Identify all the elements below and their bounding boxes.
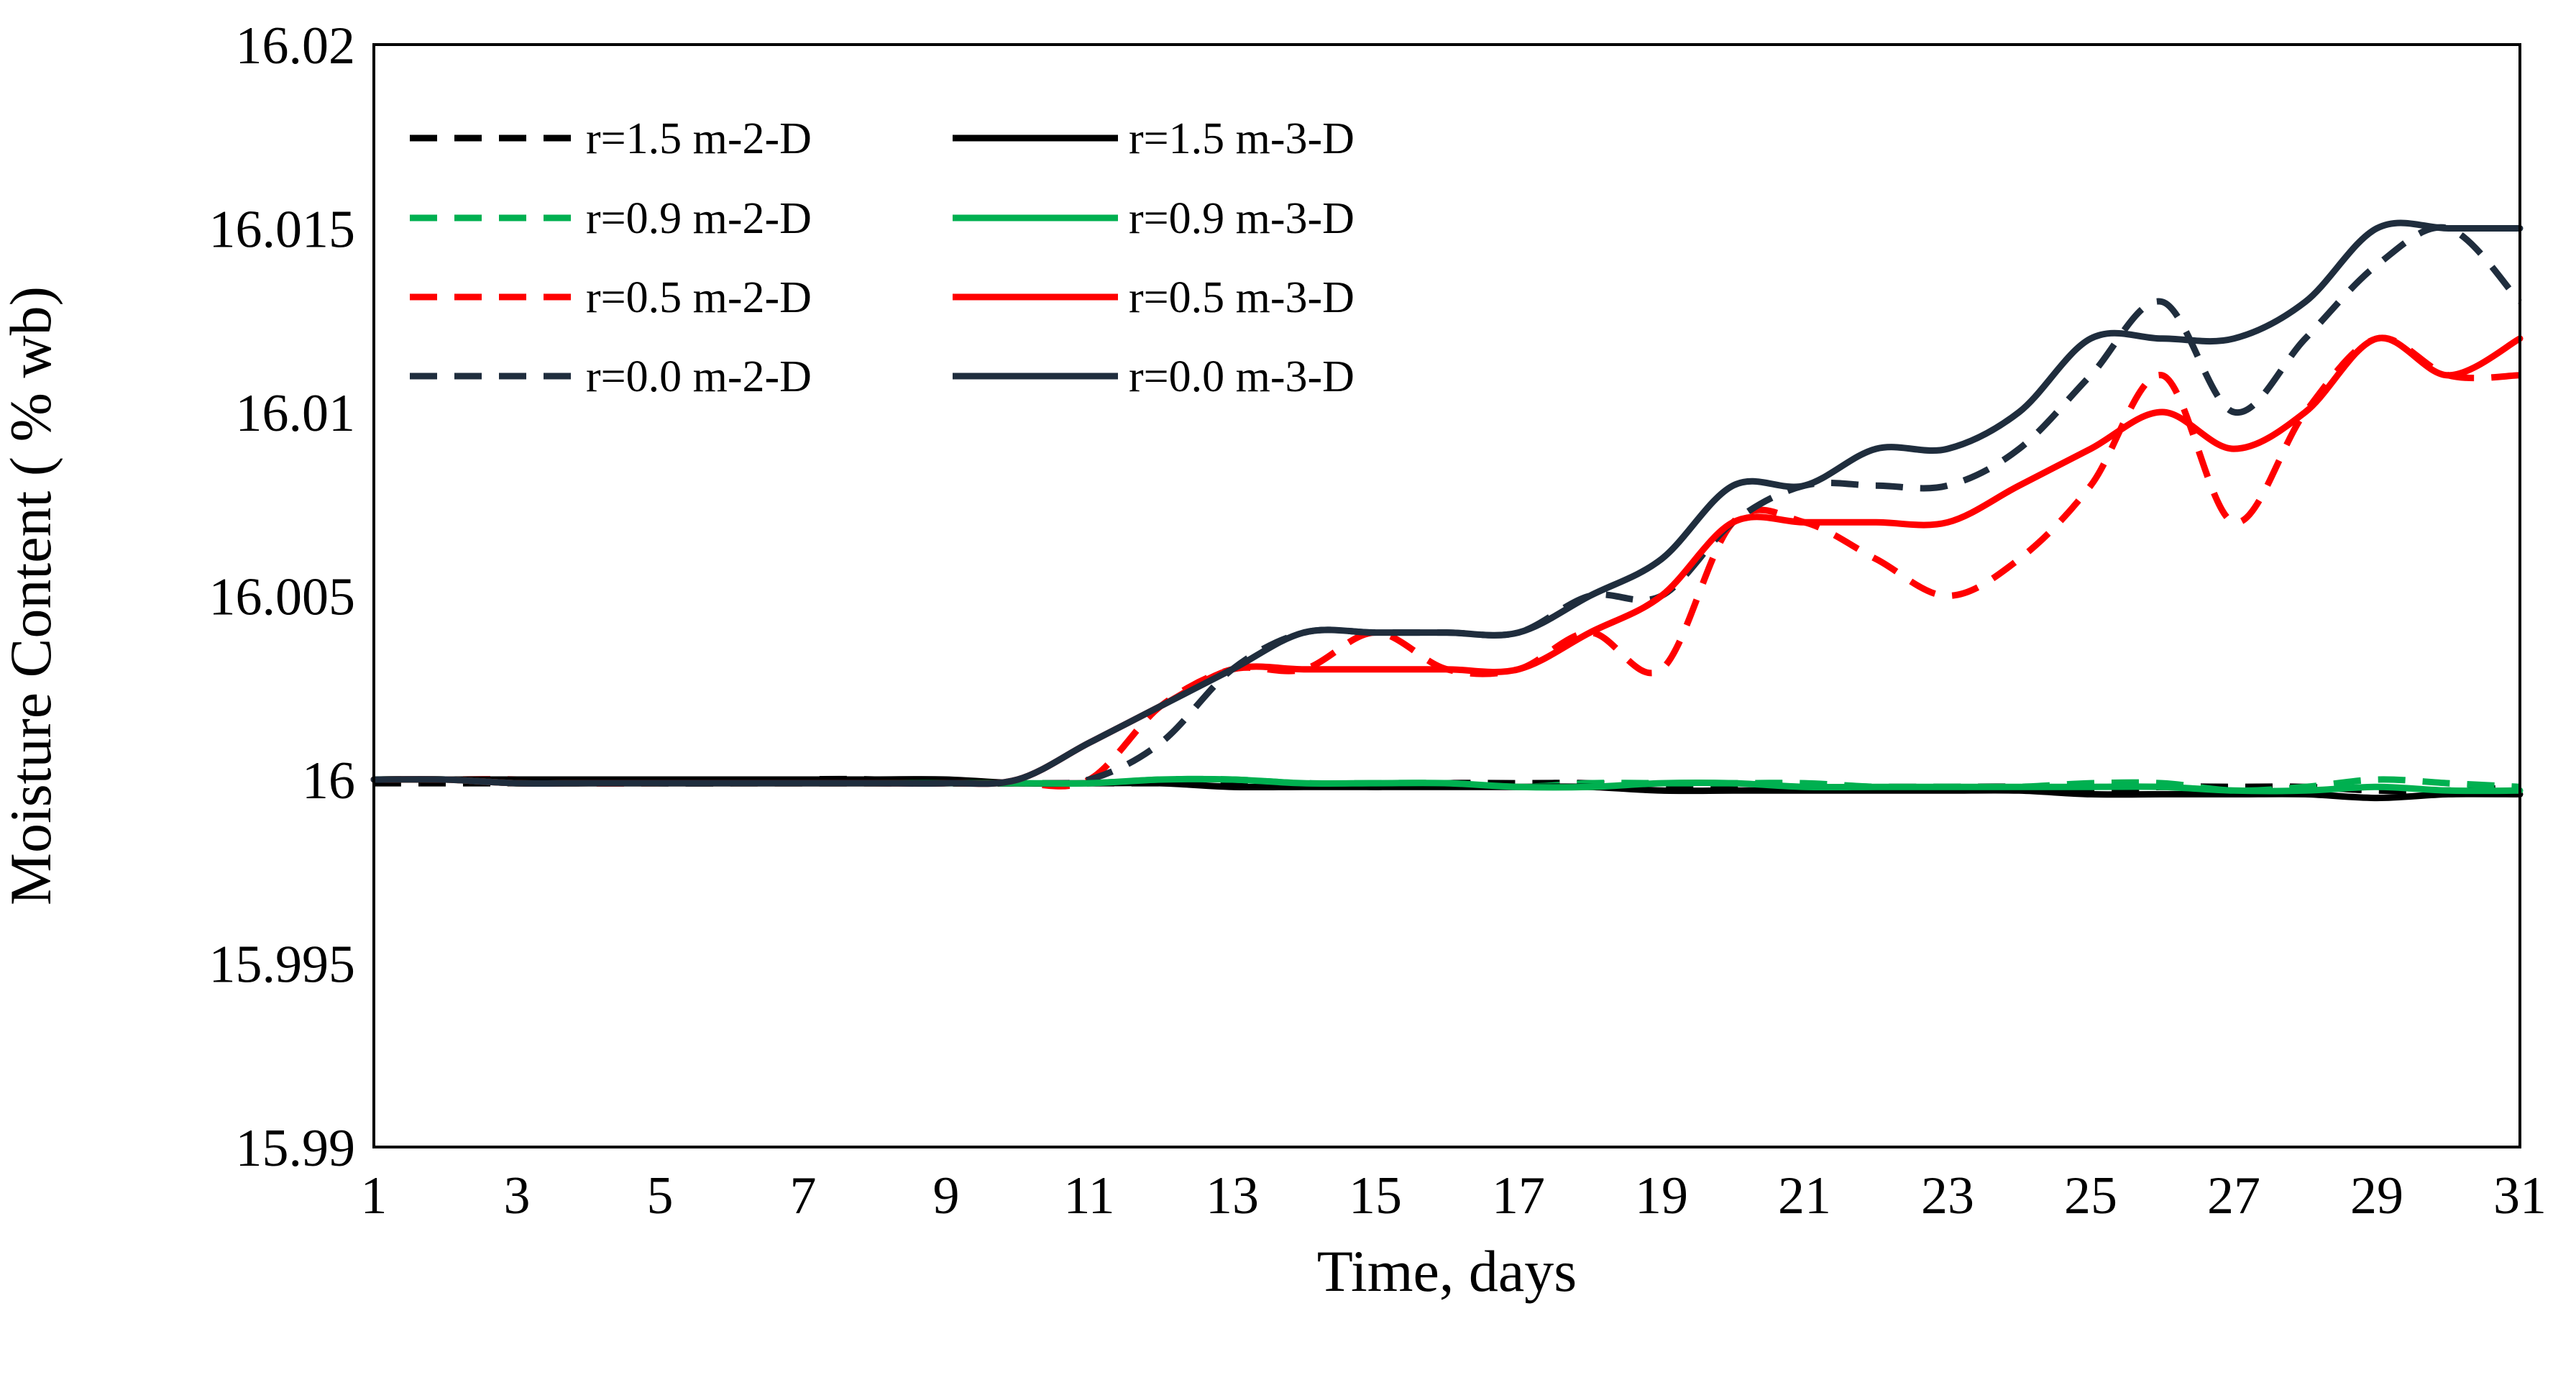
y-axis-title: Moisture Content ( % wb) — [0, 286, 63, 905]
x-tick-label: 9 — [933, 1166, 960, 1225]
x-axis-title: Time, days — [1317, 1238, 1577, 1304]
y-tick-label: 16.015 — [209, 201, 356, 260]
y-tick-label: 16.02 — [236, 17, 356, 76]
legend-label: r=1.5 m-2-D — [586, 114, 812, 163]
legend-label: r=0.9 m-2-D — [586, 194, 812, 243]
x-tick-label: 5 — [647, 1166, 674, 1225]
x-tick-label: 1 — [361, 1166, 388, 1225]
x-tick-label: 21 — [1778, 1166, 1831, 1225]
axis-ticks: 1 3 5 7 9 11 13 15 17 19 21 23 25 27 29 3115.9915.99516… — [209, 17, 2547, 1225]
x-tick-label: 17 — [1492, 1166, 1545, 1225]
x-tick-label: 13 — [1206, 1166, 1259, 1225]
x-tick-label: 25 — [2064, 1166, 2117, 1225]
legend: r=1.5 m-2-D r=0.9 m-2-D r=0.5 m-2-D r=0.0 m… — [410, 114, 1355, 401]
chart-container: 1 3 5 7 9 11 13 15 17 19 21 23 25 27 29 31 15.99 15.995 16… — [0, 0, 2576, 1375]
series-line-r-0-5-m-3-d — [374, 338, 2520, 784]
series-line-r-0-5-m-2-d — [374, 338, 2520, 786]
y-tick-label: 15.99 — [236, 1119, 356, 1178]
x-tick-label: 29 — [2350, 1166, 2403, 1225]
legend-label: r=0.0 m-3-D — [1129, 352, 1355, 401]
x-tick-label: 7 — [790, 1166, 817, 1225]
legend-label: r=0.5 m-2-D — [586, 273, 812, 322]
x-tick-label: 27 — [2207, 1166, 2260, 1225]
moisture-content-chart: 1 3 5 7 9 11 13 15 17 19 21 23 25 27 29 3115.9915.99516… — [0, 0, 2576, 1375]
x-tick-label: 15 — [1349, 1166, 1402, 1225]
legend-label: r=0.0 m-2-D — [586, 352, 812, 401]
legend-label: r=0.9 m-3-D — [1129, 194, 1355, 243]
y-tick-label: 15.995 — [209, 936, 356, 995]
x-tick-label: 11 — [1063, 1166, 1114, 1225]
x-tick-label: 31 — [2493, 1166, 2547, 1225]
x-tick-label: 23 — [1921, 1166, 1974, 1225]
legend-label: r=1.5 m-3-D — [1129, 114, 1355, 163]
y-tick-label: 16.005 — [209, 568, 356, 627]
y-tick-label: 16.01 — [236, 384, 356, 443]
x-tick-label: 19 — [1635, 1166, 1688, 1225]
legend-label: r=0.5 m-3-D — [1129, 273, 1355, 322]
x-tick-label: 3 — [504, 1166, 531, 1225]
y-tick-label: 16 — [302, 752, 355, 810]
